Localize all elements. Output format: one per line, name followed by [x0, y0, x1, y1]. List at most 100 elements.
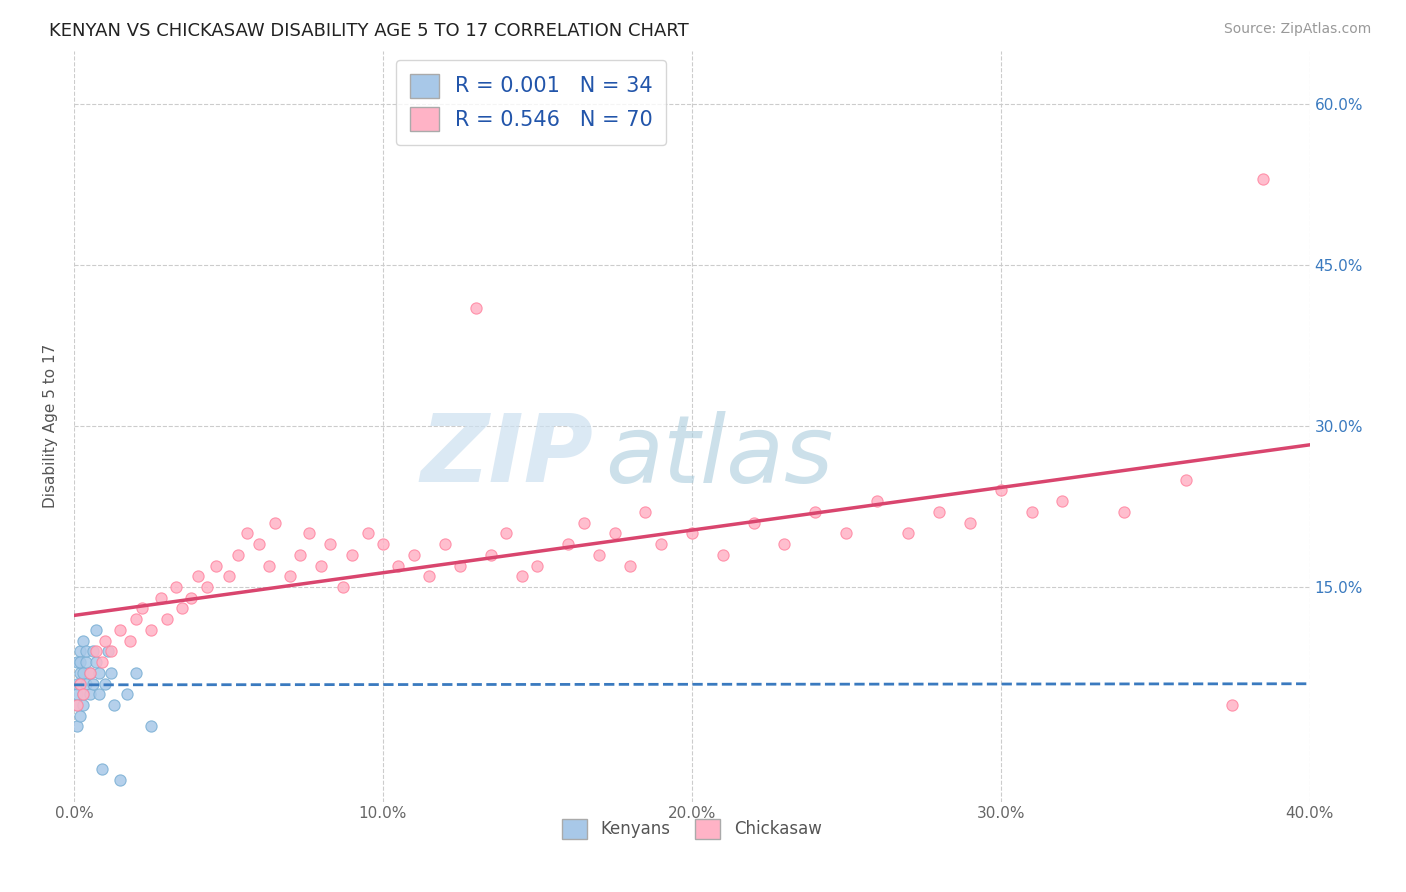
Point — [94, 633, 117, 648]
Point — [125, 612, 148, 626]
Point — [835, 526, 858, 541]
Point — [90, 763, 112, 777]
Point — [66, 719, 89, 733]
Point — [257, 558, 280, 573]
Point — [75, 655, 97, 669]
Point — [69, 708, 91, 723]
Point — [141, 719, 163, 733]
Point — [278, 569, 301, 583]
Point — [742, 516, 765, 530]
Point — [449, 558, 471, 573]
Point — [172, 601, 194, 615]
Point — [66, 698, 89, 712]
Y-axis label: Disability Age 5 to 17: Disability Age 5 to 17 — [44, 344, 58, 508]
Point — [433, 537, 456, 551]
Point — [149, 591, 172, 605]
Point — [66, 698, 89, 712]
Point — [110, 623, 132, 637]
Point — [479, 548, 502, 562]
Point — [82, 644, 104, 658]
Point — [84, 655, 107, 669]
Point — [87, 665, 110, 680]
Point — [118, 633, 141, 648]
Point — [1175, 473, 1198, 487]
Point — [69, 655, 91, 669]
Point — [79, 665, 101, 680]
Point — [247, 537, 270, 551]
Point — [371, 537, 394, 551]
Point — [897, 526, 920, 541]
Point — [319, 537, 342, 551]
Point — [588, 548, 610, 562]
Point — [340, 548, 363, 562]
Point — [356, 526, 378, 541]
Point — [711, 548, 734, 562]
Point — [236, 526, 259, 541]
Point — [141, 623, 163, 637]
Point — [180, 591, 202, 605]
Point — [84, 623, 107, 637]
Point — [288, 548, 311, 562]
Point — [195, 580, 218, 594]
Point — [1251, 172, 1274, 186]
Point — [928, 505, 950, 519]
Point — [218, 569, 240, 583]
Point — [309, 558, 332, 573]
Point — [804, 505, 827, 519]
Point — [72, 633, 94, 648]
Text: KENYAN VS CHICKASAW DISABILITY AGE 5 TO 17 CORRELATION CHART: KENYAN VS CHICKASAW DISABILITY AGE 5 TO … — [49, 22, 689, 40]
Point — [94, 676, 117, 690]
Point — [156, 612, 179, 626]
Point — [69, 644, 91, 658]
Point — [87, 687, 110, 701]
Point — [1021, 505, 1043, 519]
Point — [298, 526, 321, 541]
Point — [495, 526, 517, 541]
Point — [634, 505, 657, 519]
Point — [526, 558, 548, 573]
Point — [100, 644, 122, 658]
Legend: Kenyans, Chickasaw: Kenyans, Chickasaw — [555, 812, 828, 846]
Point — [103, 698, 125, 712]
Point — [557, 537, 579, 551]
Point — [402, 548, 425, 562]
Point — [97, 644, 120, 658]
Point — [66, 676, 89, 690]
Point — [959, 516, 981, 530]
Point — [79, 665, 101, 680]
Point — [100, 665, 122, 680]
Point — [866, 494, 889, 508]
Point — [131, 601, 153, 615]
Point — [387, 558, 409, 573]
Point — [1114, 505, 1136, 519]
Point — [69, 676, 91, 690]
Point — [84, 644, 107, 658]
Point — [263, 516, 285, 530]
Point — [72, 698, 94, 712]
Point — [650, 537, 672, 551]
Point — [226, 548, 249, 562]
Point — [990, 483, 1012, 498]
Point — [418, 569, 440, 583]
Point — [69, 665, 91, 680]
Text: Source: ZipAtlas.com: Source: ZipAtlas.com — [1223, 22, 1371, 37]
Point — [72, 687, 94, 701]
Point — [90, 655, 112, 669]
Text: ZIP: ZIP — [420, 410, 593, 502]
Point — [205, 558, 228, 573]
Point — [187, 569, 209, 583]
Point — [773, 537, 796, 551]
Point — [1220, 698, 1243, 712]
Point — [603, 526, 626, 541]
Point — [572, 516, 595, 530]
Point — [79, 687, 101, 701]
Point — [510, 569, 533, 583]
Point — [75, 644, 97, 658]
Point — [165, 580, 187, 594]
Point — [82, 676, 104, 690]
Point — [75, 676, 97, 690]
Point — [125, 665, 148, 680]
Point — [115, 687, 138, 701]
Point — [681, 526, 703, 541]
Point — [110, 773, 132, 788]
